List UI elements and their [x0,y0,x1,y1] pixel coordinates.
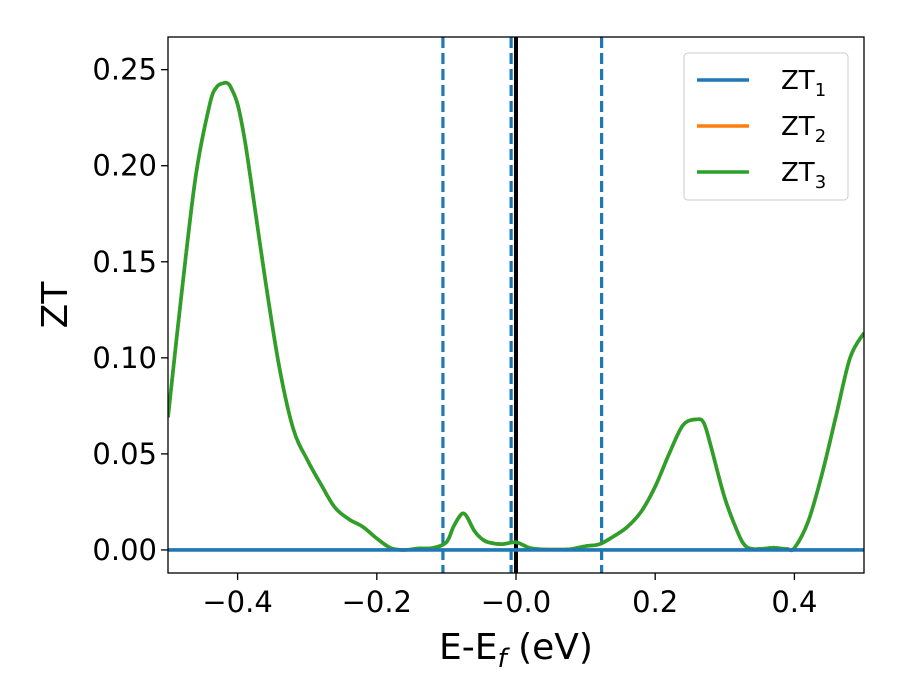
x-axis-label-unit: (eV) [507,627,593,668]
x-axis-label: E-Ef (eV) [439,627,593,674]
x-axis-ticks: −0.4 −0.2 −0.0 0.2 0.4 [202,573,817,619]
y-tick-label: 0.20 [92,149,157,183]
legend-box [683,52,849,201]
y-tick-label: 0.10 [92,341,157,375]
y-axis-label: ZT [35,281,76,329]
x-tick-label: −0.0 [481,585,551,619]
y-tick-label: 0.15 [92,245,157,279]
series-lines [168,80,864,553]
y-tick-label: 0.00 [92,533,157,567]
x-tick-label: 0.2 [632,585,678,619]
y-tick-label: 0.25 [92,53,157,87]
x-tick-label: −0.2 [342,585,412,619]
y-tick-label: 0.05 [92,437,157,471]
x-tick-label: −0.4 [202,585,272,619]
x-tick-label: 0.4 [771,585,817,619]
vertical-reference-lines [441,37,604,573]
y-axis-ticks: 0.00 0.05 0.10 0.15 0.20 0.25 [92,53,168,567]
